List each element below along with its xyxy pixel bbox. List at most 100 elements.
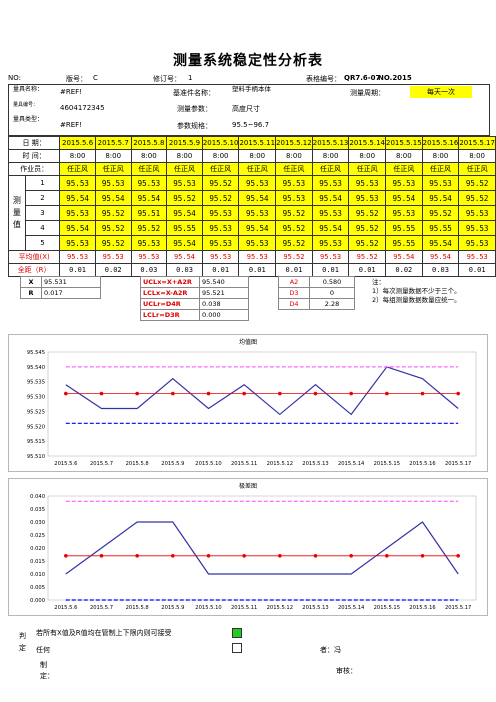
measurement-cell: 95.53 (201, 235, 240, 251)
measurement-cell: 95.53 (311, 175, 350, 191)
d4-label: D4 (278, 298, 310, 310)
y-tick-label: 0.035 (30, 507, 45, 513)
avg-row-cell: 95.53 (94, 250, 132, 264)
measurement-cell: 95.55 (385, 220, 423, 236)
operator-row-cell: 任正风 (275, 162, 313, 176)
range-row-cell: 0.01 (238, 263, 277, 277)
uclr-label: UCLr=D4R (140, 298, 200, 310)
time-row-cell: 8:00 (421, 149, 460, 163)
range-row-cell: 0.01 (458, 263, 496, 277)
date-row-cell: 2015.5.11 (238, 136, 277, 150)
x-tick-label: 2015.5.8 (126, 461, 149, 467)
measurement-cell: 95.52 (458, 190, 496, 206)
x-tick-label: 2015.5.9 (161, 461, 184, 467)
row-number: 3 (24, 205, 61, 221)
time-row-cell: 8:00 (130, 149, 168, 163)
center-point (313, 554, 318, 558)
x-tick-label: 2015.5.17 (445, 461, 471, 467)
date-row-cell: 2015.5.7 (94, 136, 132, 150)
operator-row-cell: 任正风 (201, 162, 240, 176)
stats-summary: X 95.531 R 0.017 (20, 276, 101, 299)
measurement-cell: 95.53 (59, 175, 96, 191)
note-1: 1）每次测量数据不少于三个。 (372, 287, 461, 295)
y-tick-label: 95.525 (27, 409, 45, 415)
measurement-cell: 95.52 (130, 220, 168, 236)
measured-label: 测量值 (8, 175, 26, 251)
center-point (99, 554, 104, 558)
date-row-cell: 2015.5.16 (421, 136, 460, 150)
data-series-line (65, 366, 459, 416)
range-row-cell: 0.02 (94, 263, 132, 277)
measurement-cell: 95.53 (59, 205, 96, 221)
measurement-cell: 95.54 (166, 205, 203, 221)
x-tick-label: 2015.5.12 (267, 605, 293, 611)
avg-row-label: 平均值(X) (7, 250, 61, 264)
measurement-row: 3 95.53 95.52 95.51 95.54 95.53 95.53 95.52 95.5… (9, 205, 496, 221)
operator-row-label: 作业员： (7, 162, 61, 176)
measurement-cell: 95.53 (421, 175, 460, 191)
center-point (135, 554, 139, 558)
measurement-cell: 95.52 (458, 175, 496, 191)
y-tick-label: 0.005 (30, 585, 45, 591)
time-row-cell: 8:00 (201, 149, 240, 163)
x-tick-label: 2015.5.17 (445, 605, 471, 611)
measurement-cell: 95.52 (94, 235, 132, 251)
avg-row-cell: 95.53 (238, 250, 277, 264)
measurement-cell: 95.54 (311, 220, 350, 236)
measurement-cell: 95.53 (130, 175, 168, 191)
judge-line-2: 任何 (36, 646, 50, 654)
meta-form-no-value: QR7.6-07 (344, 74, 381, 82)
operator-row-cell: 任正风 (458, 162, 496, 176)
measurement-cell: 95.53 (458, 220, 496, 236)
x-tick-label: 2015.5.7 (90, 605, 113, 611)
date-row-cell: 2015.5.13 (311, 136, 350, 150)
avg-row-cell: 95.53 (130, 250, 168, 264)
operator-row-cell: 任正风 (385, 162, 423, 176)
time-row-cell: 8:00 (348, 149, 387, 163)
measurement-cell: 95.53 (59, 235, 96, 251)
x-tick-label: 2015.5.11 (231, 461, 257, 467)
measurement-cell: 95.54 (130, 190, 168, 206)
x-tick-label: 2015.5.16 (409, 461, 435, 467)
lclx-value: 95.521 (199, 287, 249, 299)
x-tick-label: 2015.5.11 (231, 605, 257, 611)
gauge-no-value: 4604172345 (60, 104, 105, 112)
center-point (278, 391, 282, 396)
meta-revision-value: 1 (188, 74, 193, 82)
row-number: 2 (24, 190, 61, 206)
accept-checkbox[interactable] (232, 628, 242, 638)
measurement-cell: 95.52 (166, 190, 203, 206)
gauge-name-value: #REF! (60, 88, 82, 96)
measurement-cell: 95.53 (348, 190, 387, 206)
x-tick-label: 2015.5.15 (374, 461, 400, 467)
d3-value: 0 (309, 287, 355, 299)
operator-row-cell: 任正风 (421, 162, 460, 176)
rbar-value: 0.017 (41, 287, 101, 299)
operator-row-cell: 任正风 (130, 162, 168, 176)
y-tick-label: 95.520 (27, 424, 45, 430)
row-number: 1 (24, 175, 61, 191)
measurement-cell: 95.53 (238, 205, 277, 221)
x-tick-label: 2015.5.10 (195, 461, 221, 467)
measurement-cell: 95.53 (275, 175, 313, 191)
approver: 者：冯 (320, 646, 341, 654)
date-row-cell: 2015.5.15 (385, 136, 423, 150)
y-tick-label: 0.020 (30, 546, 45, 552)
date-row-cell: 2015.5.14 (348, 136, 387, 150)
time-row-cell: 8:00 (311, 149, 350, 163)
x-tick-label: 2015.5.15 (374, 605, 400, 611)
date-row-cell: 2015.5.9 (166, 136, 203, 150)
y-tick-label: 95.545 (27, 350, 45, 356)
date-row-cell: 2015.5.10 (201, 136, 240, 150)
range-row-cell: 0.03 (130, 263, 168, 277)
info-block (8, 84, 490, 136)
center-point (385, 554, 389, 558)
measurement-cell: 95.53 (458, 235, 496, 251)
measurement-cell: 95.54 (238, 220, 277, 236)
lclr-label: LCLr=D3R (140, 309, 200, 321)
plot-area (47, 351, 477, 457)
row-number: 5 (24, 235, 61, 251)
period-label: 测量周期： (350, 89, 385, 97)
center-point (99, 391, 104, 396)
reject-checkbox[interactable] (232, 643, 242, 653)
